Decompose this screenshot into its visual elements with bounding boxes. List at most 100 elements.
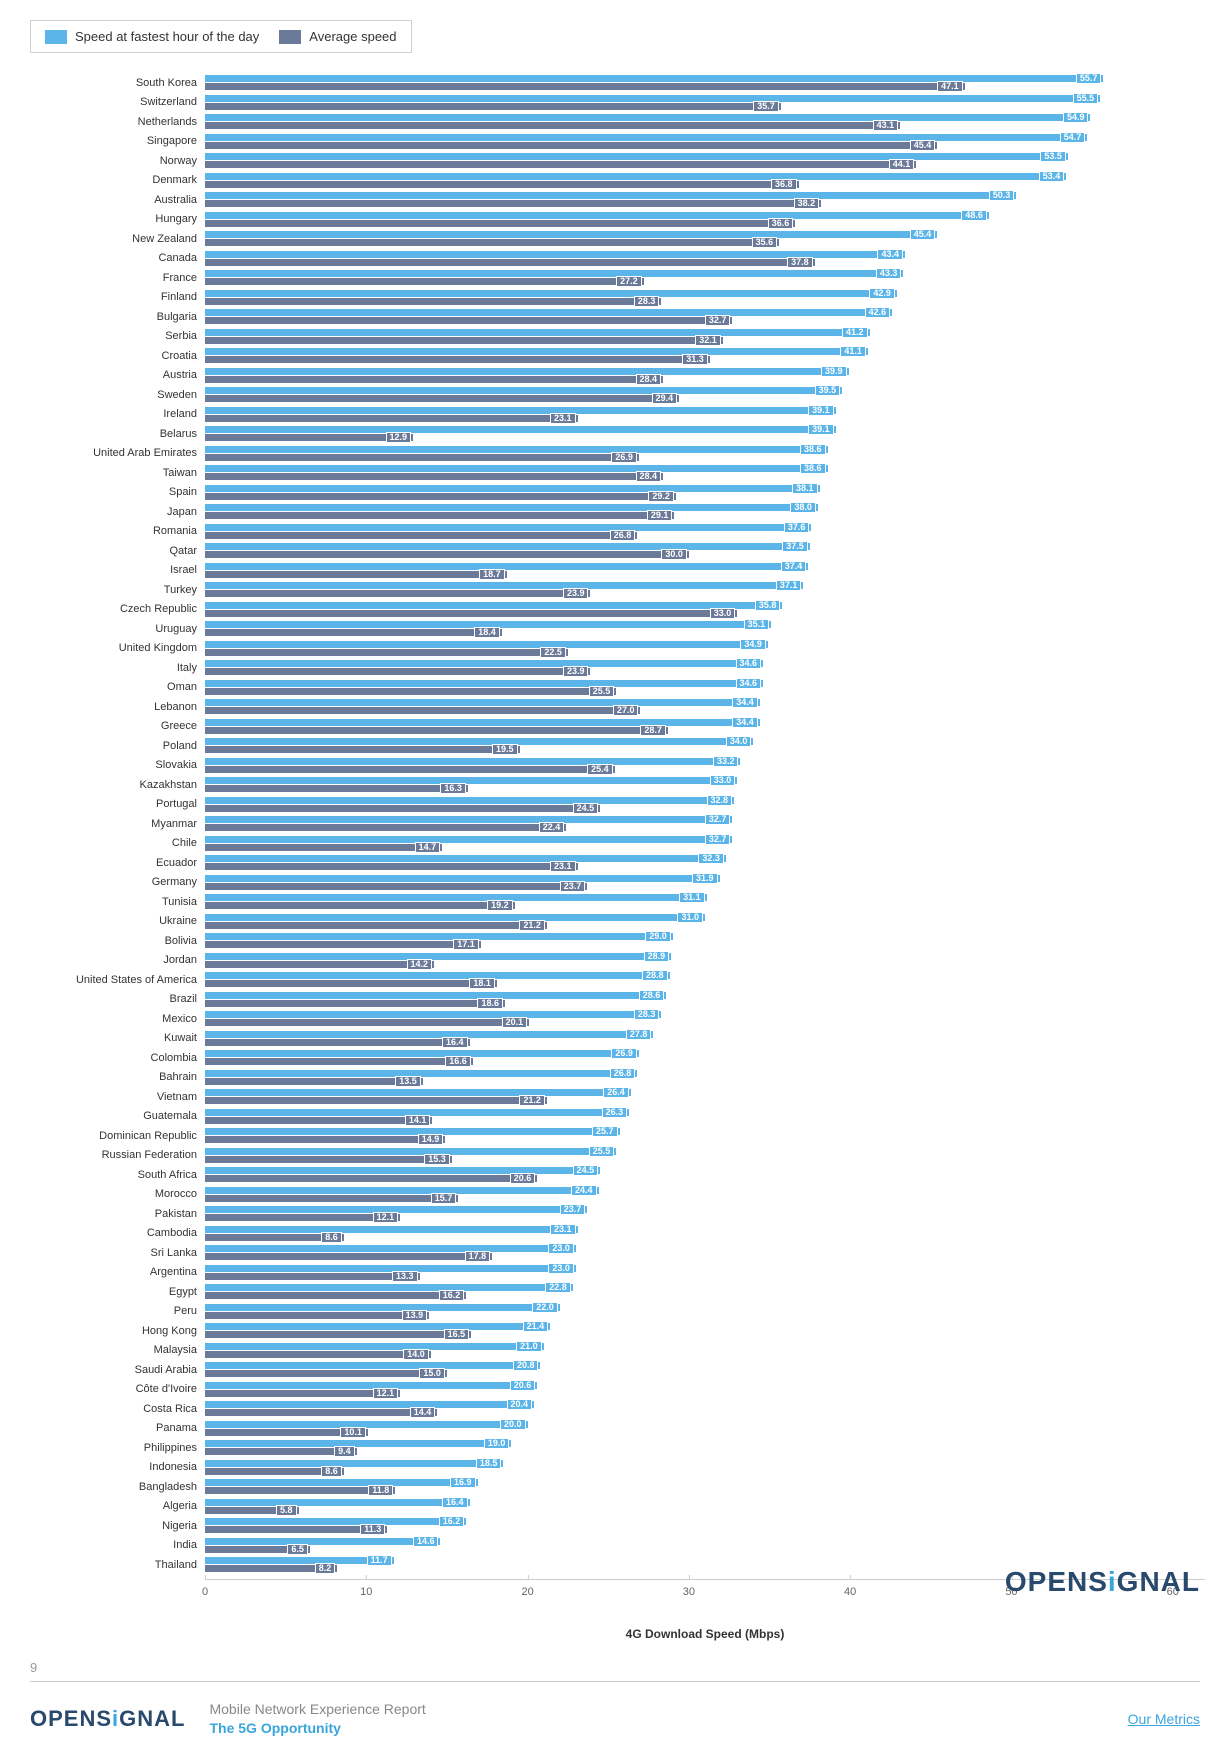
chart-row: Switzerland55.535.7 (205, 93, 1205, 113)
value-avg: 8.6 (321, 1232, 342, 1243)
bar-avg: 44.1 (205, 161, 916, 168)
value-fast: 21.0 (516, 1341, 542, 1352)
country-label: Lebanon (154, 701, 197, 713)
chart-row: United Arab Emirates38.626.9 (205, 444, 1205, 464)
bar-fast: 23.0 (205, 1245, 576, 1252)
page-number: 9 (30, 1660, 37, 1675)
value-fast: 45.4 (910, 229, 936, 240)
bar-avg: 22.4 (205, 824, 566, 831)
chart-row: Bolivia29.017.1 (205, 931, 1205, 951)
bar-fast: 32.8 (205, 797, 734, 804)
bar-avg: 13.9 (205, 1312, 429, 1319)
value-fast: 39.1 (808, 424, 834, 435)
value-avg: 24.5 (573, 803, 599, 814)
value-avg: 19.5 (492, 744, 518, 755)
value-avg: 14.0 (403, 1349, 429, 1360)
bar-avg: 10.1 (205, 1429, 368, 1436)
bar-fast: 37.5 (205, 543, 810, 550)
bar-avg: 38.2 (205, 200, 821, 207)
value-avg: 23.1 (550, 861, 576, 872)
country-label: Guatemala (143, 1110, 197, 1122)
value-avg: 47.1 (937, 81, 963, 92)
value-avg: 9.4 (334, 1446, 355, 1457)
bar-avg: 26.8 (205, 532, 637, 539)
country-label: Panama (156, 1422, 197, 1434)
chart-row: Malaysia21.014.0 (205, 1341, 1205, 1361)
bar-fast: 32.3 (205, 855, 726, 862)
legend-label-fast: Speed at fastest hour of the day (75, 29, 259, 44)
bar-avg: 18.4 (205, 629, 502, 636)
country-label: Cambodia (147, 1227, 197, 1239)
country-label: Taiwan (163, 467, 197, 479)
value-fast: 25.7 (592, 1126, 618, 1137)
bar-fast: 25.7 (205, 1128, 620, 1135)
bar-avg: 11.3 (205, 1526, 387, 1533)
chart-row: Egypt22.816.2 (205, 1282, 1205, 1302)
bar-fast: 55.7 (205, 75, 1103, 82)
country-label: United States of America (76, 974, 197, 986)
value-avg: 23.9 (563, 666, 589, 677)
country-label: Argentina (150, 1266, 197, 1278)
country-label: Tunisia (162, 896, 197, 908)
footer-left: OPENSiGNAL Mobile Network Experience Rep… (30, 1700, 426, 1739)
country-label: Germany (152, 876, 197, 888)
bar-fast: 29.0 (205, 933, 673, 940)
bar-fast: 53.4 (205, 173, 1066, 180)
metrics-link[interactable]: Our Metrics (1128, 1711, 1200, 1727)
bar-fast: 22.0 (205, 1304, 560, 1311)
bar-avg: 32.1 (205, 337, 723, 344)
bar-avg: 21.2 (205, 1097, 547, 1104)
x-tick: 40 (844, 1580, 856, 1598)
bar-avg: 36.8 (205, 181, 799, 188)
country-label: Bangladesh (139, 1481, 197, 1493)
chart-row: Austria39.928.4 (205, 366, 1205, 386)
bar-fast: 23.0 (205, 1265, 576, 1272)
chart-row: Slovakia33.225.4 (205, 756, 1205, 776)
bar-fast: 14.6 (205, 1538, 440, 1545)
bar-fast: 34.9 (205, 641, 768, 648)
value-avg: 16.2 (439, 1290, 465, 1301)
chart-row: Poland34.019.5 (205, 736, 1205, 756)
value-fast: 55.7 (1076, 73, 1102, 84)
chart-row: Czech Republic35.833.0 (205, 600, 1205, 620)
chart-row: Pakistan23.712.1 (205, 1204, 1205, 1224)
value-avg: 23.7 (560, 881, 586, 892)
country-label: Ecuador (156, 857, 197, 869)
value-avg: 33.0 (710, 608, 736, 619)
report-subtitle: The 5G Opportunity (209, 1719, 425, 1739)
value-avg: 18.7 (479, 569, 505, 580)
value-fast: 32.7 (705, 814, 731, 825)
value-fast: 53.5 (1040, 151, 1066, 162)
chart-row: United States of America28.818.1 (205, 970, 1205, 990)
bar-fast: 34.4 (205, 699, 760, 706)
bar-fast: 23.1 (205, 1226, 578, 1233)
chart-row: Canada43.437.8 (205, 249, 1205, 269)
value-fast: 37.4 (781, 561, 807, 572)
value-fast: 22.8 (545, 1282, 571, 1293)
value-avg: 28.4 (636, 471, 662, 482)
x-tick: 30 (683, 1580, 695, 1598)
value-avg: 36.6 (768, 218, 794, 229)
value-fast: 38.0 (790, 502, 816, 513)
bar-avg: 29.1 (205, 512, 674, 519)
country-label: New Zealand (132, 233, 197, 245)
country-label: Côte d'Ivoire (136, 1383, 197, 1395)
bar-avg: 12.9 (205, 434, 413, 441)
chart-row: Croatia41.131.3 (205, 346, 1205, 366)
value-avg: 13.9 (402, 1310, 428, 1321)
value-fast: 24.4 (571, 1185, 597, 1196)
value-fast: 48.6 (961, 210, 987, 221)
bar-avg: 31.3 (205, 356, 710, 363)
bar-avg: 18.7 (205, 571, 507, 578)
value-avg: 12.1 (373, 1388, 399, 1399)
chart-row: Colombia26.916.6 (205, 1048, 1205, 1068)
country-label: Portugal (156, 798, 197, 810)
value-fast: 34.6 (736, 658, 762, 669)
bar-avg: 23.9 (205, 590, 590, 597)
chart-row: Saudi Arabia20.815.0 (205, 1360, 1205, 1380)
bar-avg: 29.4 (205, 395, 679, 402)
value-fast: 34.6 (736, 678, 762, 689)
chart-row: Bahrain26.813.5 (205, 1068, 1205, 1088)
bar-fast: 31.0 (205, 914, 705, 921)
bar-fast: 24.5 (205, 1167, 600, 1174)
